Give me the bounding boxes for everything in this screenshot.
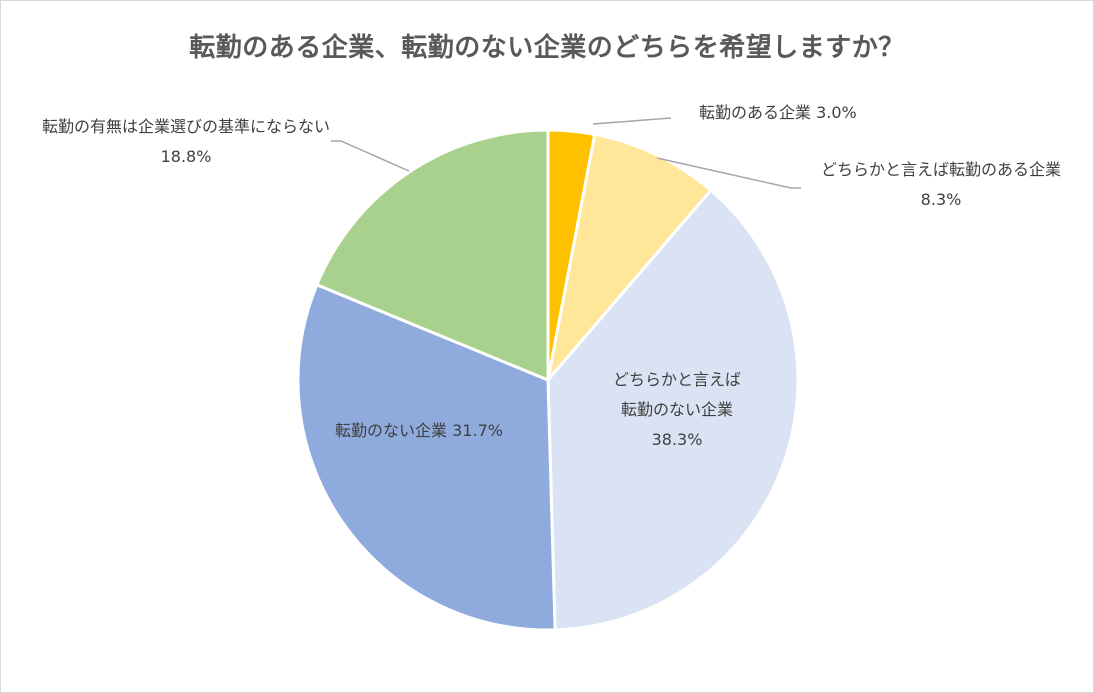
value-label-2: 8.3%	[921, 190, 962, 209]
value-label-5: 18.8%	[161, 147, 212, 166]
pie-slice-3	[546, 188, 800, 632]
pie-slice-4	[296, 282, 557, 632]
leader-line-1	[592, 117, 672, 125]
category-label-5: 転勤の有無は企業選びの基準にならない	[42, 117, 330, 136]
pie-slice-2	[545, 132, 713, 386]
data-label-4: 転勤のない企業 31.7%	[335, 421, 503, 440]
data-label-1: 転勤のある企業 3.0%	[699, 103, 857, 122]
category-label-2: どちらかと言えば転勤のある企業	[821, 160, 1061, 179]
value-label-3: 38.3%	[652, 430, 703, 449]
leader-line-5	[331, 140, 410, 172]
category-label-3-line2: 転勤のない企業	[621, 400, 733, 419]
pie-slice-5	[314, 128, 550, 383]
chart-title: 転勤のある企業、転勤のない企業のどちらを希望しますか？	[189, 33, 905, 63]
category-label-3-line1: どちらかと言えば	[613, 370, 741, 389]
leader-line-2	[656, 157, 801, 189]
